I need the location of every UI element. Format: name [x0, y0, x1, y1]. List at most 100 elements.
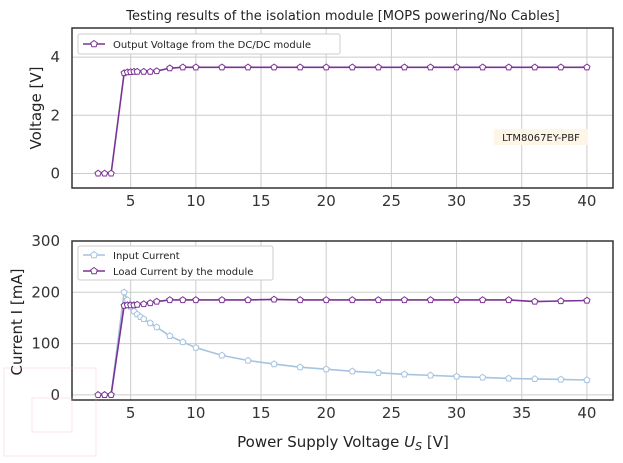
ytick-label: 2: [50, 106, 60, 124]
xtick-label: 25: [382, 192, 401, 210]
data-point: [348, 296, 356, 304]
bottom-ytick-labels: 0 100 200 300: [31, 232, 60, 404]
data-point: [452, 372, 461, 380]
data-point: [400, 296, 409, 304]
bottom-legend-label-1: Input Current: [113, 251, 180, 262]
data-point: [179, 296, 187, 304]
xtick-label: 5: [126, 404, 136, 422]
bottom-axes-frame: [71, 240, 614, 401]
data-point: [244, 356, 252, 364]
data-point: [244, 296, 252, 304]
data-point: [583, 376, 591, 384]
ytick-label: 0: [50, 164, 60, 182]
watermark-outer: [3, 367, 97, 457]
top-ytick-labels: 0 2 4: [50, 48, 60, 182]
xtick-label: 30: [447, 404, 466, 422]
data-point: [479, 296, 487, 304]
xtick-label: 15: [251, 192, 270, 210]
data-point: [583, 63, 591, 71]
top-ylabel: Voltage [V]: [27, 67, 45, 150]
xtick-label: 40: [577, 404, 596, 422]
data-point: [270, 63, 278, 71]
data-point: [505, 374, 513, 382]
data-point: [505, 63, 513, 71]
bottom-subplot: 5 10 15 20 25 30 35 40 0 100 200 300 Current I [mA…: [8, 232, 614, 453]
data-point: [94, 169, 102, 177]
data-point: [531, 375, 539, 383]
data-point: [140, 67, 148, 75]
data-point: [192, 296, 200, 304]
data-point: [583, 296, 591, 304]
bottom-series-layer: [94, 288, 591, 398]
data-point: [270, 295, 278, 303]
ytick-label: 200: [31, 283, 60, 301]
bottom-legend: Input Current Load Current by the module: [77, 245, 274, 281]
data-point: [296, 63, 304, 71]
data-point: [153, 297, 161, 305]
bottom-legend-box: [77, 245, 274, 281]
data-point: [322, 63, 330, 71]
ytick-label: 100: [31, 335, 60, 353]
data-point: [452, 296, 461, 304]
xtick-label: 40: [577, 192, 596, 210]
data-point: [192, 343, 200, 351]
xtick-label: 20: [317, 192, 336, 210]
bottom-legend-marker-1: [90, 250, 98, 259]
ytick-label: 4: [50, 48, 60, 66]
top-axes-frame: [71, 27, 614, 189]
top-legend: Output Voltage from the DC/DC module: [77, 33, 341, 55]
ytick-label: 300: [31, 232, 60, 250]
data-point: [374, 296, 382, 304]
top-legend-label: Output Voltage from the DC/DC module: [113, 40, 311, 51]
data-point: [179, 63, 187, 71]
top-chart-title: Testing results of the isolation module …: [125, 9, 559, 24]
data-point: [296, 363, 304, 371]
data-point: [133, 300, 141, 308]
data-point: [153, 323, 161, 331]
data-point: [479, 373, 487, 381]
data-point: [374, 63, 382, 71]
data-point: [140, 300, 148, 308]
data-point: [557, 63, 565, 71]
series-1-1: [94, 63, 591, 177]
series-line: [98, 66, 587, 175]
data-point: [479, 63, 487, 71]
data-point: [179, 338, 187, 346]
data-point: [557, 297, 565, 305]
data-point: [192, 63, 200, 71]
bottom-legend-label-2: Load Current by the module: [113, 267, 253, 278]
bottom-xtick-labels: 5 10 15 20 25 30 35 40: [126, 404, 597, 422]
top-legend-marker: [90, 39, 98, 48]
data-point: [146, 299, 154, 307]
data-point: [531, 297, 539, 305]
xtick-label: 35: [512, 404, 531, 422]
xtick-label: 35: [512, 192, 531, 210]
series-line: [98, 298, 587, 396]
ytick-label: 0: [50, 386, 60, 404]
bottom-xlabel: Power Supply Voltage US [V]: [237, 433, 449, 453]
xtick-label: 25: [382, 404, 401, 422]
data-point: [531, 63, 539, 71]
xtick-label: 10: [186, 404, 205, 422]
watermark-stamp: [3, 367, 97, 457]
data-point: [374, 369, 382, 376]
xtick-label: 15: [251, 404, 270, 422]
top-legend-box: [77, 33, 341, 55]
data-point: [94, 391, 102, 398]
data-point: [218, 351, 226, 359]
watermark-inner: [31, 397, 73, 433]
bottom-legend-marker-2: [90, 266, 98, 275]
data-point: [400, 370, 409, 378]
data-point: [218, 63, 226, 71]
data-point: [557, 375, 565, 383]
top-series-layer: [94, 63, 591, 177]
data-point: [452, 63, 461, 71]
data-point: [146, 67, 154, 75]
data-point: [400, 63, 409, 71]
data-point: [426, 63, 435, 71]
data-point: [166, 296, 174, 304]
data-point: [107, 391, 115, 398]
data-point: [166, 64, 174, 72]
data-point: [140, 315, 148, 323]
